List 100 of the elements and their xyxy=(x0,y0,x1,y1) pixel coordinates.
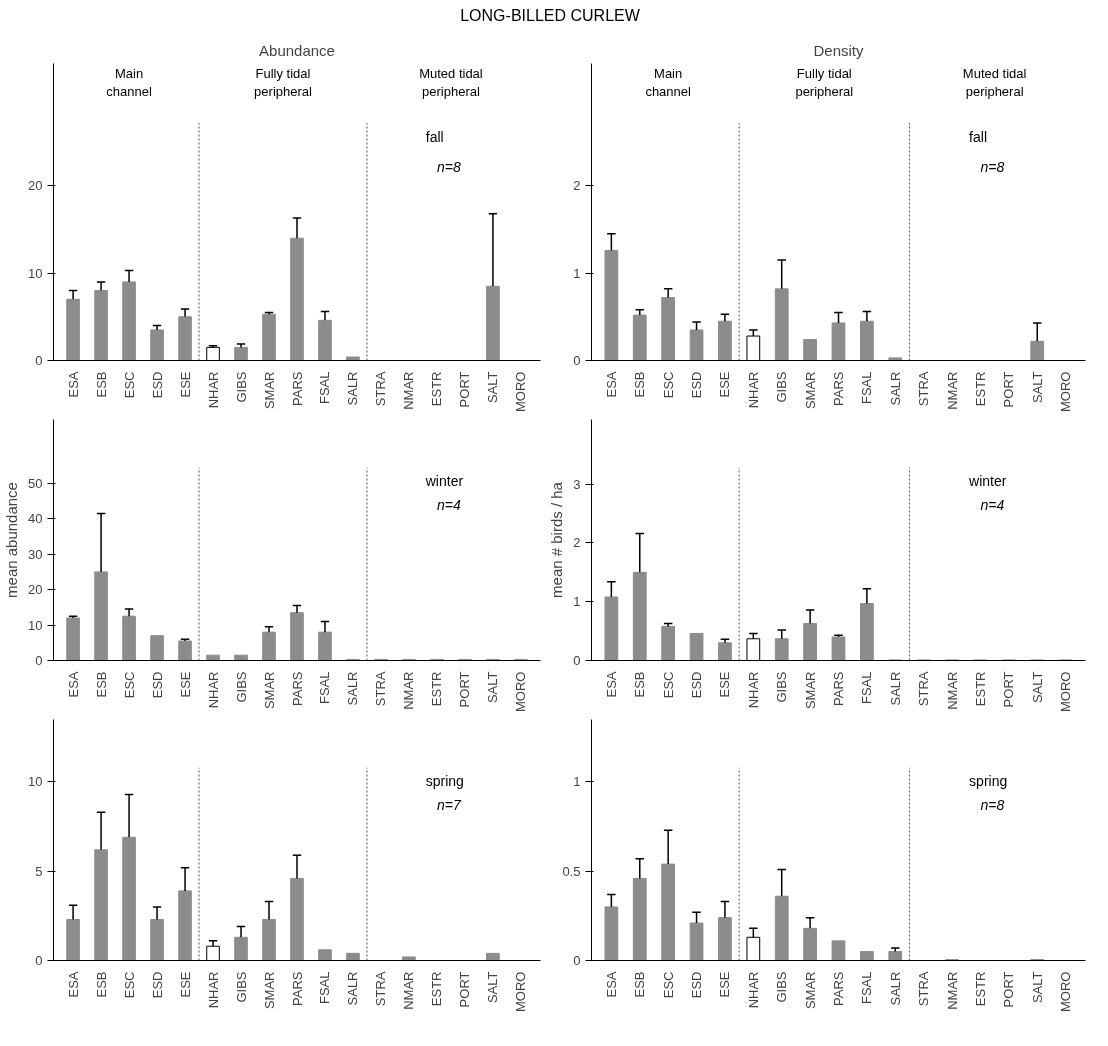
x-tick-label: NMAR xyxy=(401,671,417,710)
y-tick-label: 2 xyxy=(573,535,581,551)
annotation: fall xyxy=(425,128,444,145)
y-tick-label: 0.5 xyxy=(562,863,581,879)
x-tick-label: FSAL xyxy=(859,671,875,705)
x-tick-label: SALR xyxy=(887,971,903,1006)
annotation: n=4 xyxy=(980,496,1005,513)
text: LONG-BILLED CURLEW xyxy=(460,6,640,26)
x-tick-label: PARS xyxy=(831,971,846,1006)
annotation: fall xyxy=(969,128,987,145)
x-tick-label: PORT xyxy=(457,671,473,708)
x-tick-label: ESA xyxy=(65,371,81,398)
x-tick-label: SALT xyxy=(485,971,501,1004)
annotation: n=7 xyxy=(436,796,462,813)
x-tick-label: NHAR xyxy=(745,371,761,409)
x-tick-label: GIBS xyxy=(233,671,249,703)
x-tick-label: ESTR xyxy=(429,671,445,707)
x-tick-label: PORT xyxy=(457,371,473,408)
x-tick-label: PARS xyxy=(289,371,305,406)
x-tick-label: MORO xyxy=(1058,671,1074,712)
x-tick-label: FSAL xyxy=(317,971,333,1005)
x-tick-label: FSAL xyxy=(859,971,875,1005)
x-tick-label: ESC xyxy=(660,971,676,999)
annotation: Muted tidal peripheral xyxy=(419,66,483,100)
x-tick-label: ESA xyxy=(603,671,619,698)
x-tick-label: FSAL xyxy=(317,371,333,405)
annotation: winter xyxy=(968,472,1007,489)
x-tick-label: SALR xyxy=(887,371,903,406)
y-tick-label: 0 xyxy=(573,953,581,968)
x-tick-label: PORT xyxy=(1001,671,1017,708)
y-tick-label: 10 xyxy=(28,265,43,281)
x-tick-label: ESD xyxy=(149,371,165,399)
y-tick-label: 10 xyxy=(28,774,43,790)
x-tick-label: ESTR xyxy=(972,371,988,407)
x-tick-label: SMAR xyxy=(802,671,818,710)
x-tick-label: PARS xyxy=(289,671,305,706)
y-tick-label: 1 xyxy=(573,594,581,610)
x-tick-label: STRA xyxy=(373,971,389,1007)
x-tick-label: ESE xyxy=(177,371,193,398)
x-tick-label: PORT xyxy=(1001,371,1017,408)
x-tick-label: SALR xyxy=(887,671,903,706)
x-tick-label: MORO xyxy=(513,671,529,712)
x-tick-label: PORT xyxy=(1001,971,1017,1008)
x-tick-label: ESC xyxy=(660,371,676,399)
x-tick-label: ESA xyxy=(65,971,81,998)
y-tick-label: 3 xyxy=(573,476,581,492)
y-tick-label: 0 xyxy=(573,653,581,668)
x-tick-label: PARS xyxy=(831,371,846,406)
x-tick-label: ESTR xyxy=(972,971,988,1007)
x-tick-label: ESB xyxy=(93,671,109,698)
x-tick-label: ESB xyxy=(632,371,648,398)
x-tick-label: ESB xyxy=(632,671,648,698)
x-tick-label: FSAL xyxy=(859,371,875,405)
annotation: Fully tidal peripheral xyxy=(254,66,313,100)
annotation: Muted tidal peripheral xyxy=(962,66,1027,100)
x-tick-label: FSAL xyxy=(317,671,333,705)
y-tick-label: 40 xyxy=(28,511,43,527)
x-tick-label: MORO xyxy=(1058,971,1074,1012)
x-tick-label: NHAR xyxy=(205,371,221,409)
x-tick-label: GIBS xyxy=(774,971,790,1003)
x-tick-label: NMAR xyxy=(401,371,417,410)
x-tick-label: PARS xyxy=(831,671,846,706)
x-tick-label: ESD xyxy=(149,971,165,999)
x-tick-label: ESB xyxy=(93,371,109,398)
x-tick-label: SMAR xyxy=(261,671,277,710)
x-tick-label: SALT xyxy=(1029,971,1045,1004)
x-tick-label: NMAR xyxy=(944,671,960,710)
x-tick-label: GIBS xyxy=(233,971,249,1003)
x-tick-label: NHAR xyxy=(205,971,221,1009)
annotation: n=4 xyxy=(436,496,461,513)
x-tick-label: NMAR xyxy=(944,971,960,1010)
x-tick-label: ESC xyxy=(660,671,676,699)
x-tick-label: ESB xyxy=(93,971,109,998)
y-tick-label: 0 xyxy=(573,353,581,368)
x-tick-label: MORO xyxy=(513,971,529,1012)
x-tick-label: ESTR xyxy=(429,971,445,1007)
x-tick-label: MORO xyxy=(513,371,529,412)
x-tick-label: SALT xyxy=(485,371,501,404)
x-tick-label: ESA xyxy=(603,371,619,398)
annotation: Fully tidal peripheral xyxy=(795,66,854,100)
x-tick-label: ESE xyxy=(717,971,733,998)
y-tick-label: 30 xyxy=(28,546,43,562)
x-tick-label: ESC xyxy=(121,371,137,399)
y-tick-label: 0 xyxy=(35,653,43,668)
x-tick-label: NMAR xyxy=(944,371,960,410)
x-tick-label: SALR xyxy=(345,671,361,706)
x-tick-label: ESC xyxy=(121,671,137,699)
x-tick-label: NHAR xyxy=(205,671,221,709)
y-tick-label: 50 xyxy=(28,475,43,491)
x-tick-label: GIBS xyxy=(774,671,790,703)
y-axis-title: mean # birds / ha xyxy=(548,481,566,598)
x-tick-label: ESE xyxy=(177,971,193,998)
y-tick-label: 1 xyxy=(573,265,581,281)
y-axis-title: mean abundance xyxy=(3,482,21,598)
x-tick-label: ESB xyxy=(632,971,648,998)
x-tick-label: GIBS xyxy=(774,371,790,403)
x-tick-label: ESC xyxy=(121,971,137,999)
x-tick-label: ESE xyxy=(177,671,193,698)
annotation: Main channel xyxy=(106,66,152,100)
x-tick-label: SMAR xyxy=(261,371,277,410)
